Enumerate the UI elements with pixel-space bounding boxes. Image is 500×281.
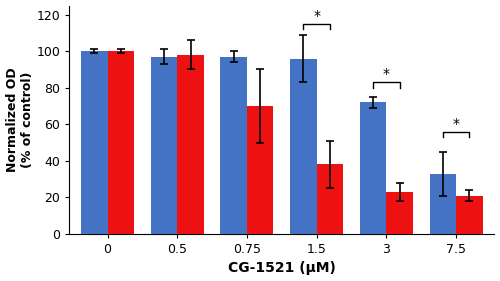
Bar bbox=[151, 57, 178, 234]
Bar bbox=[456, 196, 482, 234]
Text: *: * bbox=[452, 117, 460, 131]
Bar bbox=[360, 102, 386, 234]
Y-axis label: Normalized OD
(% of control): Normalized OD (% of control) bbox=[6, 67, 34, 172]
X-axis label: CG-1521 (μM): CG-1521 (μM) bbox=[228, 261, 336, 275]
Text: *: * bbox=[383, 67, 390, 81]
Bar bbox=[81, 51, 108, 234]
Bar bbox=[178, 55, 204, 234]
Bar bbox=[386, 192, 413, 234]
Bar bbox=[290, 58, 316, 234]
Bar bbox=[247, 106, 274, 234]
Bar bbox=[108, 51, 134, 234]
Text: *: * bbox=[313, 9, 320, 23]
Bar bbox=[220, 57, 247, 234]
Bar bbox=[430, 174, 456, 234]
Bar bbox=[316, 164, 343, 234]
